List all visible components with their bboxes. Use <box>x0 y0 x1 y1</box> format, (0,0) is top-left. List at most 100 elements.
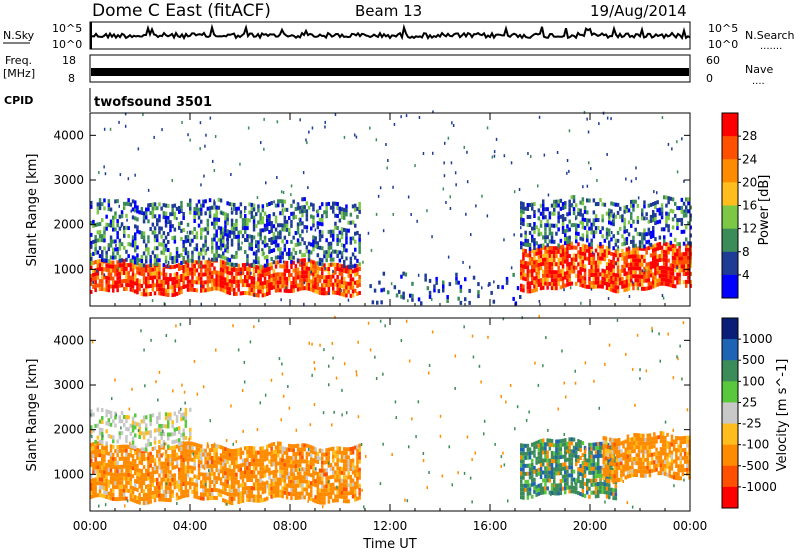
data-cell <box>226 484 229 488</box>
data-cell <box>343 459 346 463</box>
data-cell <box>356 284 359 288</box>
data-cell <box>667 279 670 283</box>
data-cell <box>650 235 653 239</box>
data-cell <box>520 475 523 479</box>
data-cell <box>149 484 152 488</box>
data-cell <box>323 283 326 287</box>
data-cell <box>132 280 135 284</box>
data-cell <box>103 494 106 498</box>
data-cell <box>542 211 545 215</box>
data-cell <box>123 473 126 477</box>
data-cell <box>542 235 545 239</box>
data-cell <box>460 285 463 289</box>
data-cell <box>255 455 258 459</box>
data-cell <box>101 474 104 478</box>
data-cell <box>248 267 251 271</box>
data-cell <box>626 248 629 252</box>
data-cell <box>332 206 335 210</box>
noise-cell <box>317 245 319 248</box>
data-cell <box>211 246 214 250</box>
data-cell <box>564 205 567 209</box>
data-cell <box>303 475 306 479</box>
data-cell <box>185 450 188 454</box>
data-cell <box>125 457 128 461</box>
data-cell <box>328 456 331 460</box>
data-cell <box>134 463 137 467</box>
data-cell <box>110 411 113 415</box>
data-cell <box>242 479 245 483</box>
data-cell <box>535 288 538 292</box>
data-cell <box>546 454 549 458</box>
data-cell <box>292 468 295 472</box>
data-cell <box>584 206 587 210</box>
data-cell <box>178 468 181 472</box>
data-cell <box>94 490 97 494</box>
noise-cell <box>406 114 408 117</box>
data-cell <box>687 276 690 280</box>
data-cell <box>156 271 159 275</box>
data-cell <box>222 454 225 458</box>
data-cell <box>319 258 322 262</box>
data-cell <box>158 498 161 502</box>
data-cell <box>196 235 199 239</box>
data-cell <box>231 219 234 223</box>
data-cell <box>94 284 97 288</box>
data-cell <box>119 280 122 284</box>
data-cell <box>229 291 232 295</box>
data-cell <box>279 284 282 288</box>
data-cell <box>557 219 560 223</box>
data-cell <box>341 276 344 280</box>
data-cell <box>330 491 333 495</box>
data-cell <box>233 288 236 292</box>
noise-cell <box>557 151 559 154</box>
data-cell <box>562 487 565 491</box>
data-cell <box>187 223 190 227</box>
data-cell <box>619 269 622 273</box>
data-cell <box>538 283 541 287</box>
data-cell <box>235 211 238 215</box>
data-cell <box>533 280 536 284</box>
data-cell <box>306 262 309 266</box>
data-cell <box>306 480 309 484</box>
data-cell <box>94 450 97 454</box>
data-cell <box>231 493 234 497</box>
data-cell <box>185 454 188 458</box>
data-cell <box>281 251 284 255</box>
data-cell <box>553 282 556 286</box>
data-cell <box>314 261 317 265</box>
data-cell <box>582 221 585 225</box>
data-cell <box>110 435 113 439</box>
data-cell <box>246 283 249 287</box>
data-cell <box>312 450 315 454</box>
data-cell <box>551 451 554 455</box>
data-cell <box>519 295 522 299</box>
data-cell <box>105 421 108 425</box>
data-cell <box>174 212 177 216</box>
data-cell <box>411 298 414 302</box>
data-cell <box>97 210 100 214</box>
data-cell <box>325 488 328 492</box>
data-cell <box>152 223 155 227</box>
data-cell <box>143 473 146 477</box>
data-cell <box>119 473 122 477</box>
data-cell <box>244 218 247 222</box>
data-cell <box>218 461 221 465</box>
data-cell <box>356 457 359 461</box>
data-cell <box>125 485 128 489</box>
data-cell <box>229 477 232 481</box>
data-cell <box>130 432 133 436</box>
data-cell <box>317 492 320 496</box>
data-cell <box>321 214 324 218</box>
data-cell <box>544 458 547 462</box>
data-cell <box>136 464 139 468</box>
data-cell <box>621 253 624 257</box>
data-cell <box>237 231 240 235</box>
data-cell <box>270 443 273 447</box>
data-cell <box>187 268 190 272</box>
data-cell <box>187 255 190 259</box>
noise-cell <box>503 238 505 241</box>
data-cell <box>200 208 203 212</box>
data-cell <box>645 247 648 251</box>
data-cell <box>634 282 637 286</box>
data-cell <box>597 218 600 222</box>
